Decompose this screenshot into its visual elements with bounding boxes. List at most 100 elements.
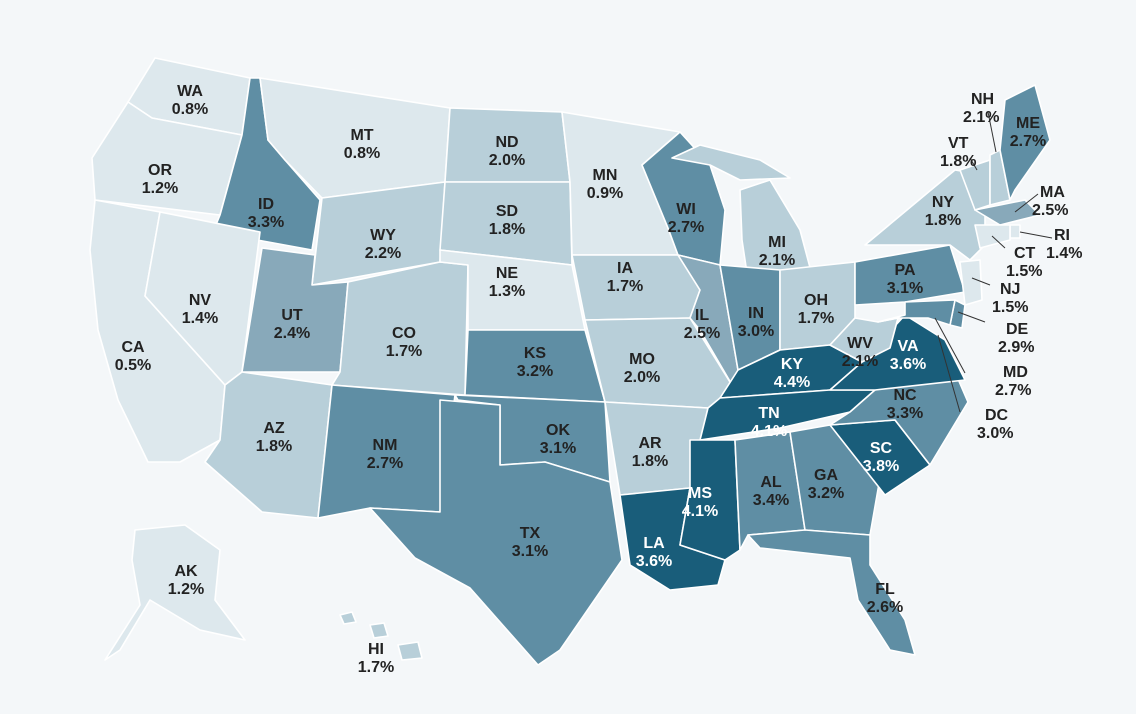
leader-line-ma [1014,193,1039,213]
state-code-pa: PA [894,262,915,279]
state-code-nh: NH [971,91,994,108]
state-value-mn: 0.9% [587,185,623,202]
state-code-in: IN [748,305,764,322]
state-code-or: OR [148,162,172,179]
state-value-ma: 2.5% [1032,202,1068,219]
state-value-hi: 1.7% [358,659,394,676]
state-ri[interactable] [1009,224,1021,239]
state-code-mo: MO [629,351,655,368]
state-code-me: ME [1016,115,1040,132]
state-value-wy: 2.2% [365,245,401,262]
state-ga[interactable] [789,424,881,536]
state-value-ut: 2.4% [274,325,310,342]
state-code-ms: MS [688,485,712,502]
state-fl[interactable] [747,529,916,656]
state-value-sc: 3.8% [863,458,899,475]
state-pa[interactable] [854,244,966,306]
state-code-ne: NE [496,265,519,282]
state-value-nh: 2.1% [963,109,999,126]
state-value-de: 2.9% [998,339,1034,356]
state-code-de: DE [1006,321,1029,338]
state-code-dc: DC [985,407,1009,424]
state-code-fl: FL [875,581,895,598]
state-value-ca: 0.5% [115,357,151,374]
state-value-mi: 2.1% [759,252,795,269]
state-mi-upper[interactable] [671,144,791,181]
state-value-nj: 1.5% [992,299,1028,316]
state-code-ky: KY [781,356,804,373]
state-code-id: ID [258,196,274,213]
state-code-ga: GA [814,467,838,484]
state-tx[interactable] [369,399,623,666]
state-code-la: LA [643,535,665,552]
state-ma[interactable] [974,199,1041,226]
state-code-tn: TN [758,405,779,422]
state-value-ct: 1.5% [1006,263,1042,280]
state-code-wi: WI [676,201,696,218]
state-code-hi: HI [368,641,384,658]
state-value-fl: 2.6% [867,599,903,616]
state-value-md: 2.7% [995,382,1031,399]
state-value-ks: 3.2% [517,363,553,380]
state-value-il: 2.5% [684,325,720,342]
state-ak[interactable] [104,524,246,661]
state-code-wv: WV [847,335,873,352]
state-value-va: 3.6% [890,356,926,373]
state-value-nd: 2.0% [489,152,525,169]
state-value-ne: 1.3% [489,283,525,300]
state-value-ga: 3.2% [808,485,844,502]
state-value-mt: 0.8% [344,145,380,162]
state-code-ok: OK [546,422,570,439]
state-value-vt: 1.8% [940,153,976,170]
state-code-nc: NC [893,387,917,404]
state-value-nc: 3.3% [887,405,923,422]
state-hi[interactable] [339,611,423,661]
state-code-mn: MN [593,167,618,184]
state-value-mo: 2.0% [624,369,660,386]
state-value-co: 1.7% [386,343,422,360]
state-value-ri: 1.4% [1046,245,1082,262]
state-code-sd: SD [496,203,518,220]
state-value-sd: 1.8% [489,221,525,238]
leader-line-ct [991,235,1006,249]
leader-line-nj [971,277,991,286]
state-value-ar: 1.8% [632,453,668,470]
state-code-ut: UT [281,307,303,324]
state-code-ak: AK [174,563,198,580]
state-wi[interactable] [641,131,726,266]
state-value-tn: 4.1% [751,423,787,440]
state-code-il: IL [695,307,709,324]
state-me[interactable] [999,84,1051,201]
leader-line-vt [969,157,978,171]
state-value-or: 1.2% [142,180,178,197]
state-nc[interactable] [829,371,969,466]
state-code-ma: MA [1040,184,1065,201]
state-value-nv: 1.4% [182,310,218,327]
state-code-tx: TX [520,525,541,542]
state-value-la: 3.6% [636,553,672,570]
state-code-md: MD [1003,364,1028,381]
state-value-pa: 3.1% [887,280,923,297]
state-value-oh: 1.7% [798,310,834,327]
state-value-ia: 1.7% [607,278,643,295]
leader-line-ri [1019,231,1053,239]
state-code-va: VA [897,338,918,355]
state-nj[interactable] [959,259,983,306]
leader-line-md [934,317,966,374]
state-value-in: 3.0% [738,323,774,340]
state-value-tx: 3.1% [512,543,548,560]
state-value-az: 1.8% [256,438,292,455]
state-code-ar: AR [638,435,662,452]
state-code-nm: NM [373,437,398,454]
state-value-al: 3.4% [753,492,789,509]
state-value-ny: 1.8% [925,212,961,229]
leader-line-dc [937,334,961,413]
state-value-wi: 2.7% [668,219,704,236]
state-code-az: AZ [263,420,285,437]
state-code-nd: ND [495,134,518,151]
state-code-wa: WA [177,83,203,100]
state-value-ak: 1.2% [168,581,204,598]
state-code-co: CO [392,325,416,342]
state-code-nj: NJ [1000,281,1020,298]
